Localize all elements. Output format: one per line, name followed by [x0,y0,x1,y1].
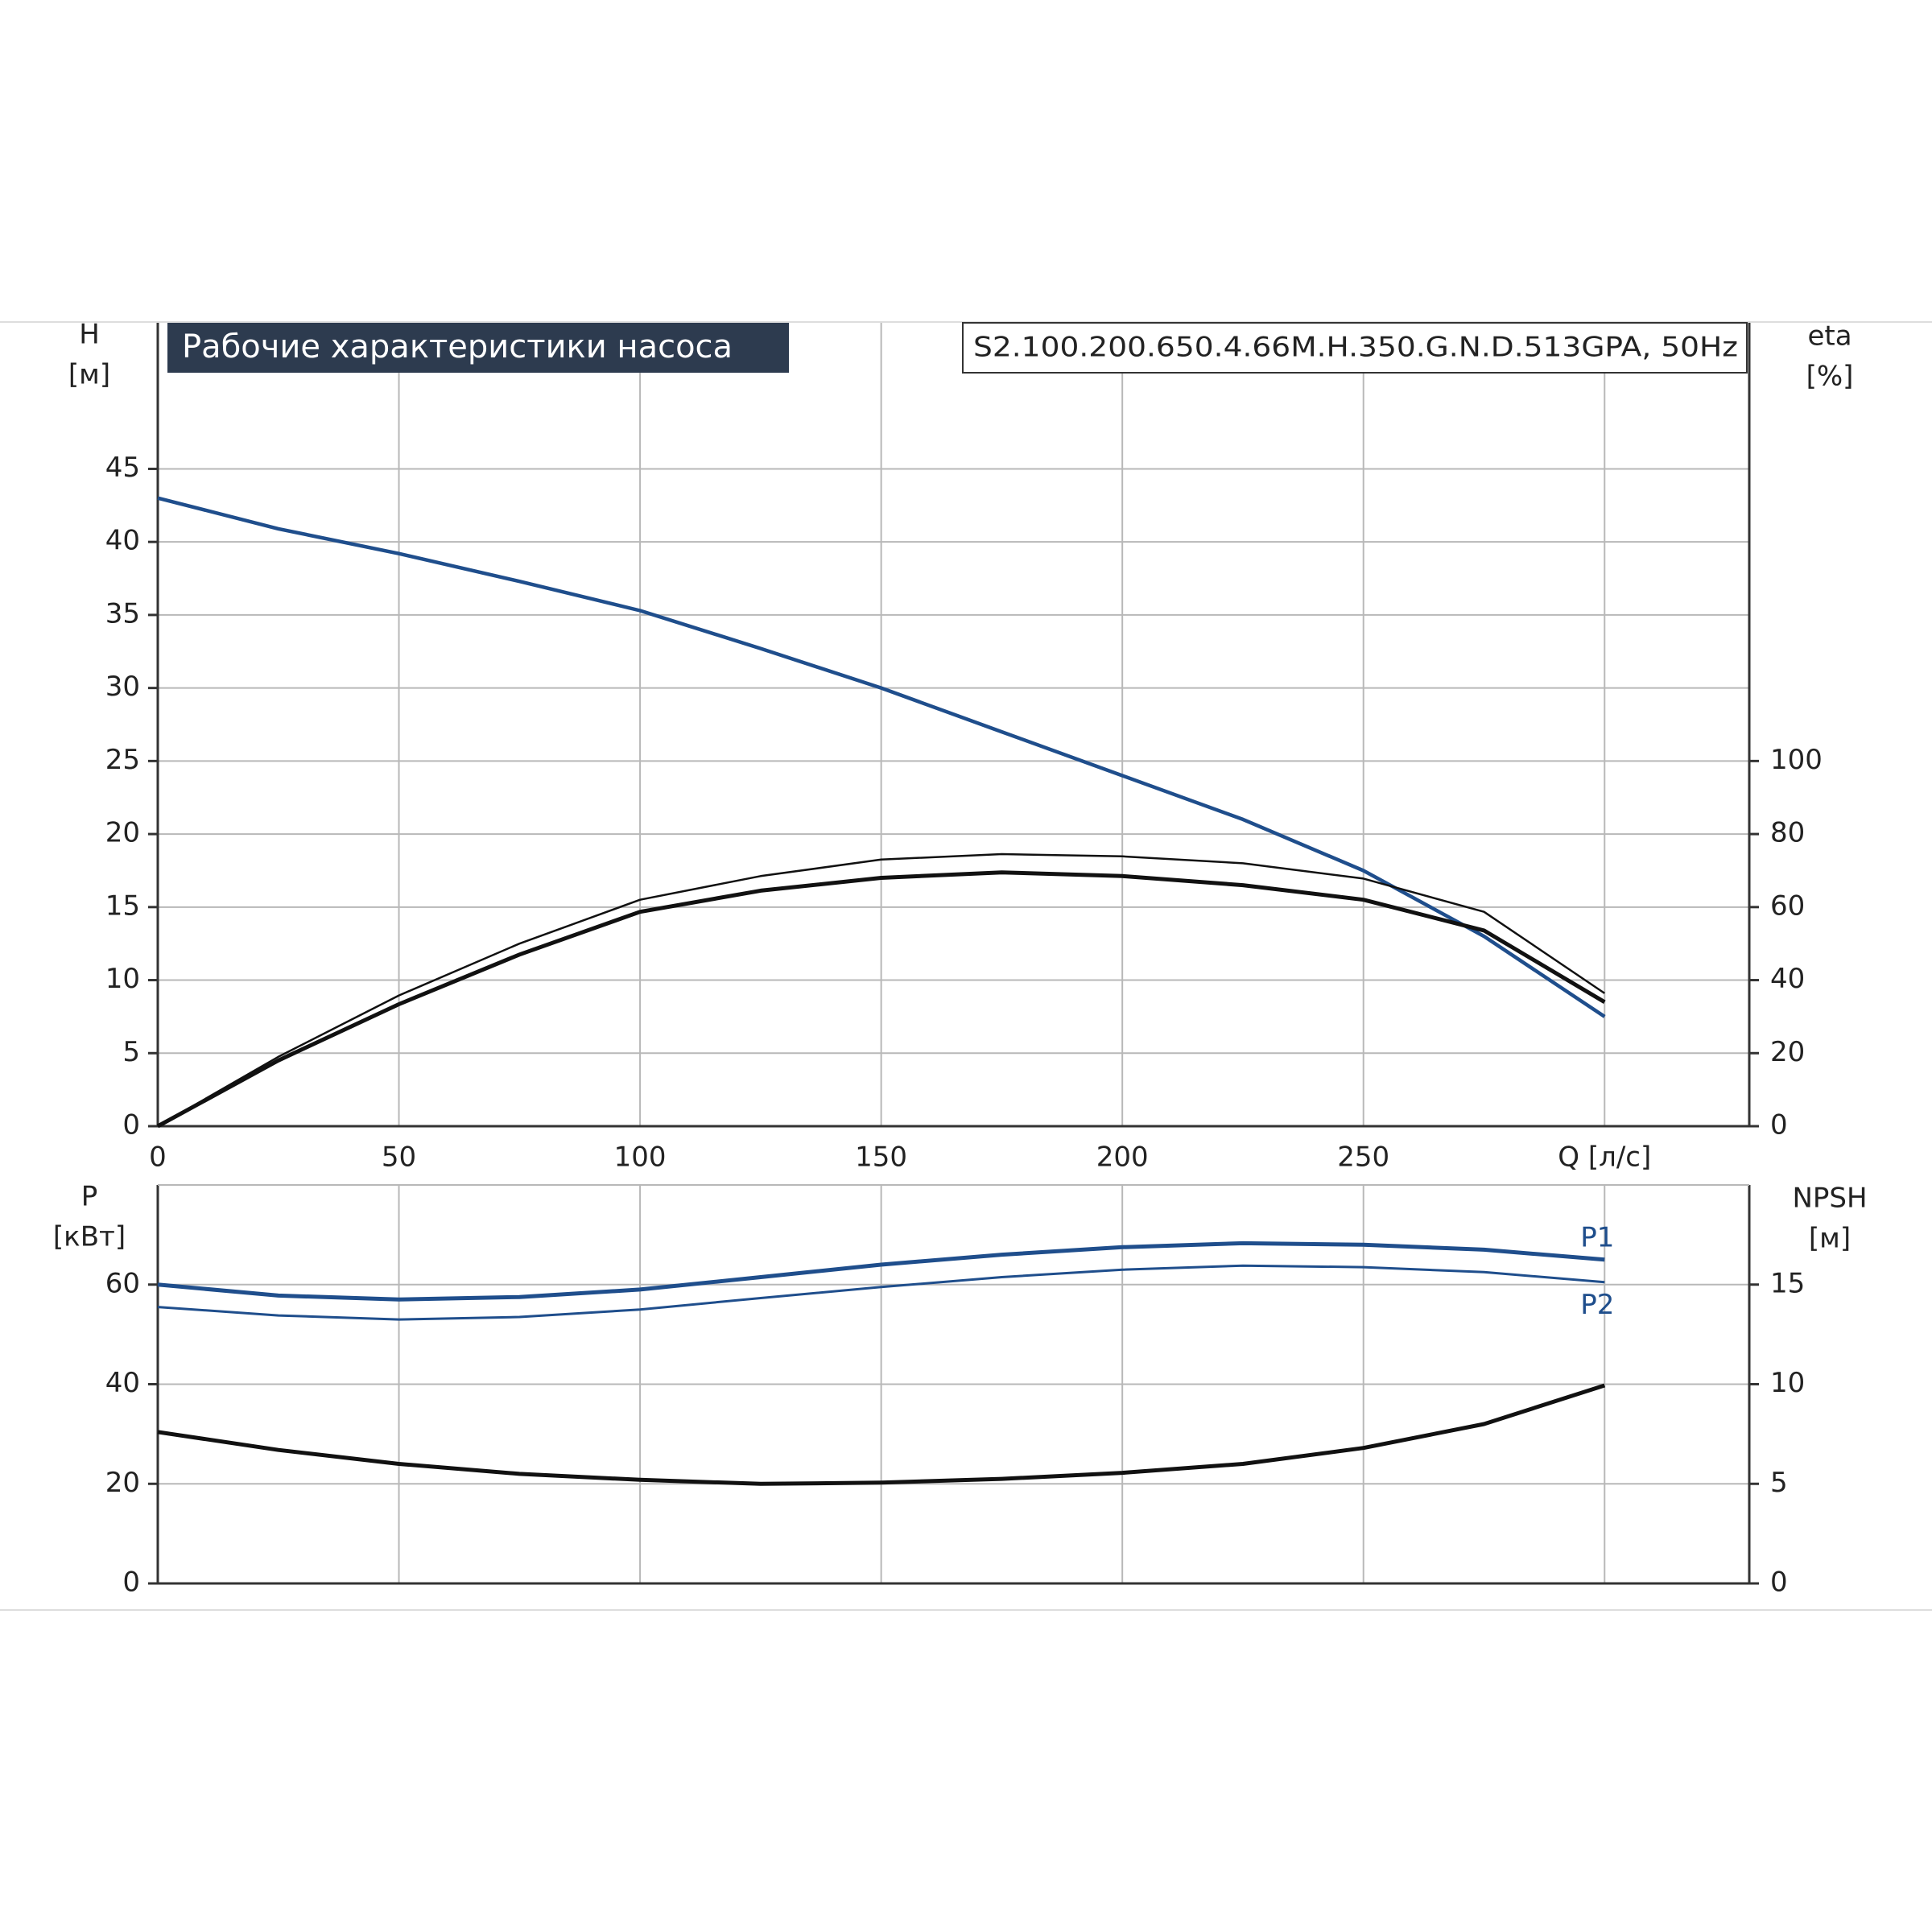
y-tick-label: 15 [105,890,140,922]
series-label: P2 [1580,1289,1614,1321]
model-label: S2.100.200.650.4.66M.H.350.G.N.D.513GPA,… [973,332,1738,364]
y-tick-label: 20 [105,1467,140,1499]
y-tick-label: 60 [105,1267,140,1299]
y-tick-label: 0 [122,1109,140,1141]
y2-axis-label: eta [1807,320,1852,353]
y-tick-label: 0 [122,1567,140,1599]
y2-tick-label: 60 [1770,890,1805,922]
y-axis-label: [кВт] [53,1221,126,1253]
model-box [962,322,1748,374]
y2-tick-label: 15 [1770,1267,1805,1299]
y2-tick-label: 20 [1770,1036,1805,1068]
series-line [157,1383,1606,1486]
x-tick-label: 250 [1337,1141,1389,1174]
series-line [157,1241,1605,1302]
x-tick-label: 150 [855,1141,907,1174]
x-tick-label: 0 [149,1141,167,1174]
y2-axis-label: NPSH [1792,1183,1867,1215]
y2-tick-label: 0 [1770,1567,1788,1599]
y-tick-label: 10 [105,963,140,995]
y-tick-label: 20 [105,817,140,849]
y-axis-label: H [79,319,100,351]
y-tick-label: 25 [105,744,140,776]
series-line [156,870,1606,1129]
y2-tick-label: 100 [1770,744,1823,776]
x-tick-label: 50 [382,1141,416,1174]
series-line [157,496,1606,1018]
y2-tick-label: 10 [1770,1367,1805,1399]
y-tick-label: 45 [105,452,140,484]
y2-axis-label: [м] [1809,1223,1851,1255]
y2-tick-label: 40 [1770,963,1805,995]
x-tick-label: Q [л/с] [1558,1141,1651,1174]
y2-tick-label: 80 [1770,817,1805,849]
series-label: P1 [1580,1221,1614,1253]
y-axis-label: [м] [68,359,110,391]
y-tick-label: 40 [105,525,140,557]
y-tick-label: 30 [105,671,140,703]
y-axis-label: P [81,1181,98,1213]
chart-title: Рабочие характеристики насоса [182,328,733,365]
y2-tick-label: 0 [1770,1109,1788,1141]
y2-tick-label: 5 [1770,1467,1788,1499]
x-tick-label: 200 [1096,1141,1149,1174]
series-line [157,1264,1605,1321]
x-tick-label: 100 [614,1141,667,1174]
y-tick-label: 40 [105,1367,140,1399]
y2-axis-label: [%] [1806,361,1854,393]
y-tick-label: 5 [122,1036,140,1068]
title-box [167,323,789,373]
series-line [157,852,1605,1128]
y-tick-label: 35 [105,597,140,630]
